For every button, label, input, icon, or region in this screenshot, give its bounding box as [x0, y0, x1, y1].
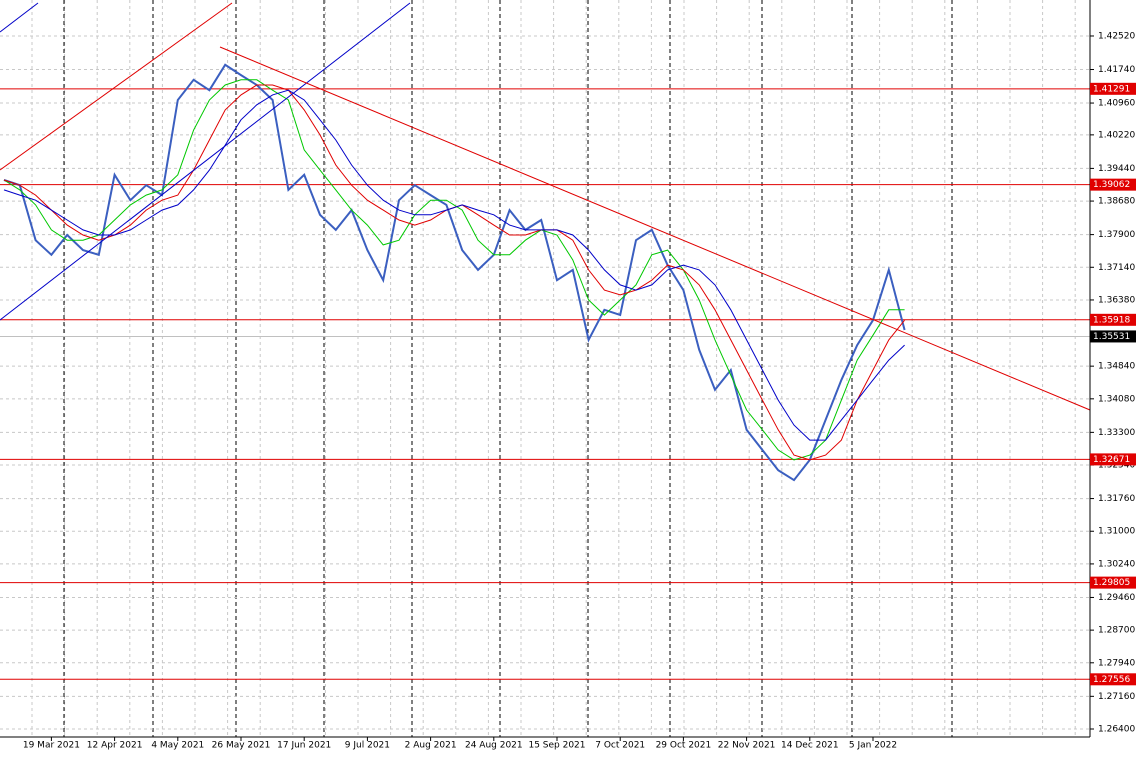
moving-average [3, 79, 905, 461]
level-label: 1.32671 [1093, 455, 1130, 465]
x-tick-label: 14 Dec 2021 [781, 741, 839, 751]
drawn-objects [0, 2, 1091, 411]
level-label-box [1090, 313, 1136, 326]
y-tick-label: 1.34080 [1098, 394, 1135, 404]
x-tick-label: 15 Sep 2021 [528, 741, 585, 751]
current-price-label: 1.35531 [1093, 332, 1130, 342]
y-tick-label: 1.38680 [1098, 197, 1135, 207]
x-tick-label: 22 Nov 2021 [718, 741, 776, 751]
level-label-box [1090, 453, 1136, 466]
y-tick-label: 1.37140 [1098, 263, 1135, 273]
level-label: 1.39062 [1093, 180, 1130, 190]
y-tick-label: 1.31000 [1098, 527, 1135, 537]
y-tick-label: 1.31760 [1098, 494, 1135, 504]
y-tick-label: 1.40220 [1098, 130, 1135, 140]
level-label-box [1090, 178, 1136, 191]
price-line [3, 63, 906, 482]
y-tick-label: 1.28700 [1098, 626, 1135, 636]
x-tick-label: 9 Jul 2021 [345, 741, 390, 751]
level-label-box [1090, 82, 1136, 95]
x-tick-label: 17 Jun 2021 [277, 741, 331, 751]
level-label-box [1090, 673, 1136, 686]
x-tick-label: 7 Oct 2021 [595, 741, 645, 751]
level-label: 1.41291 [1093, 84, 1130, 94]
channel-line [0, 2, 411, 321]
y-tick-label: 1.29460 [1098, 593, 1135, 603]
y-tick-label: 1.39440 [1098, 164, 1135, 174]
x-tick-label: 29 Oct 2021 [656, 741, 712, 751]
y-tick-label: 1.33300 [1098, 428, 1135, 438]
x-tick-label: 19 Mar 2021 [23, 741, 80, 751]
x-tick-label: 4 May 2021 [151, 741, 204, 751]
vertical-grid [0, 0, 1090, 737]
x-tick-label: 12 Apr 2021 [87, 741, 143, 751]
level-label: 1.27556 [1093, 675, 1130, 685]
y-tick-label: 1.27160 [1098, 692, 1135, 702]
level-label: 1.35918 [1093, 315, 1130, 325]
x-tick-label: 26 May 2021 [212, 741, 271, 751]
level-label-box [1090, 576, 1136, 589]
y-tick-label: 1.32540 [1098, 461, 1135, 471]
y-tick-label: 1.27940 [1098, 658, 1135, 668]
trend-line [219, 46, 1091, 411]
channel-line [0, 2, 233, 171]
y-tick-label: 1.26400 [1098, 725, 1135, 735]
y-tick-label: 1.37900 [1098, 230, 1135, 240]
y-tick-label: 1.30240 [1098, 559, 1135, 569]
y-tick-label: 1.42520 [1098, 31, 1135, 41]
channel-line [0, 2, 39, 33]
current-price-box [1090, 330, 1136, 343]
y-tick-label: 1.36380 [1098, 295, 1135, 305]
plot-area [0, 63, 1090, 680]
x-tick-label: 5 Jan 2022 [849, 741, 897, 751]
level-label: 1.29805 [1093, 578, 1130, 588]
y-tick-label: 1.34840 [1098, 362, 1135, 372]
x-tick-label: 2 Aug 2021 [405, 741, 457, 751]
y-tick-label: 1.40960 [1098, 99, 1135, 109]
x-tick-label: 24 Aug 2021 [465, 741, 523, 751]
moving-average [3, 89, 905, 441]
y-tick-label: 1.41740 [1098, 65, 1135, 75]
